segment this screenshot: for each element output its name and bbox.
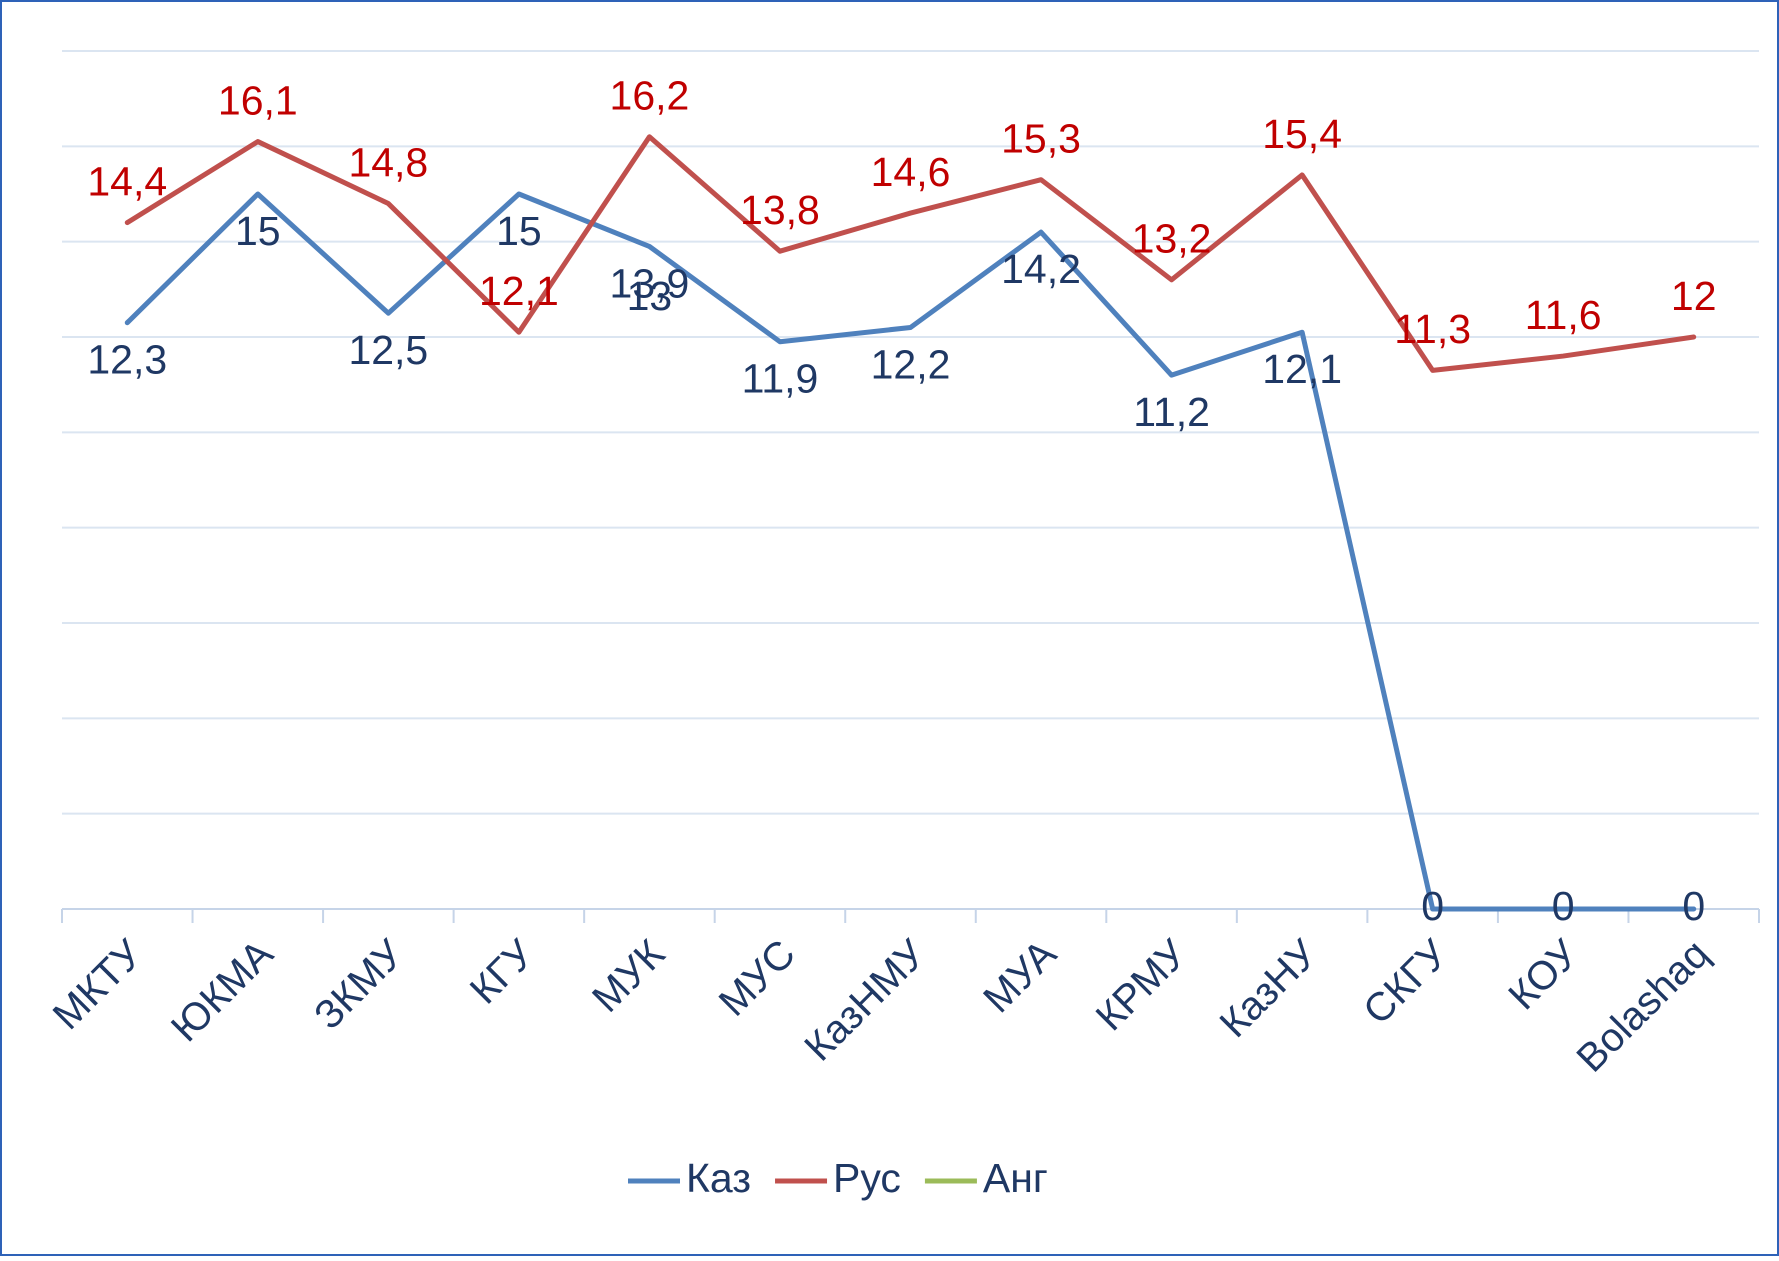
- data-label: 12,2: [871, 341, 951, 387]
- data-label: 0: [1682, 883, 1705, 929]
- series-line: [124, 134, 1697, 373]
- data-label: 13,8: [740, 187, 820, 233]
- data-label: 11,2: [1133, 389, 1210, 435]
- data-label: 11,9: [742, 356, 819, 402]
- data-label: 16,2: [610, 73, 690, 119]
- data-label: 12,1: [479, 268, 559, 314]
- legend-label: Рус: [833, 1155, 901, 1201]
- data-label: 12,5: [348, 327, 428, 373]
- data-label: 15: [235, 208, 281, 254]
- data-label: 11,3: [1394, 306, 1471, 352]
- data-label: 0: [1552, 883, 1575, 929]
- data-label: 12: [1671, 273, 1717, 319]
- data-label: 16,1: [218, 77, 298, 123]
- data-label: 15,3: [1001, 116, 1081, 162]
- data-label: 14,6: [871, 149, 951, 195]
- data-label: 0: [1421, 883, 1444, 929]
- data-label: 13,9: [610, 260, 690, 306]
- data-label: 13,2: [1132, 216, 1212, 262]
- data-label: 14,8: [348, 139, 428, 185]
- data-label: 14,4: [87, 158, 167, 204]
- series-line: [124, 191, 1697, 912]
- legend-label: Анг: [983, 1155, 1048, 1201]
- data-label: 13: [627, 273, 673, 319]
- data-label: 15,4: [1262, 111, 1342, 157]
- data-label: 11,6: [1525, 292, 1602, 338]
- legend-label: Каз: [686, 1155, 751, 1201]
- data-label: 14,2: [1001, 246, 1081, 292]
- data-label: 12,1: [1262, 346, 1342, 392]
- data-label: 15: [496, 208, 542, 254]
- data-label: 12,3: [87, 337, 167, 383]
